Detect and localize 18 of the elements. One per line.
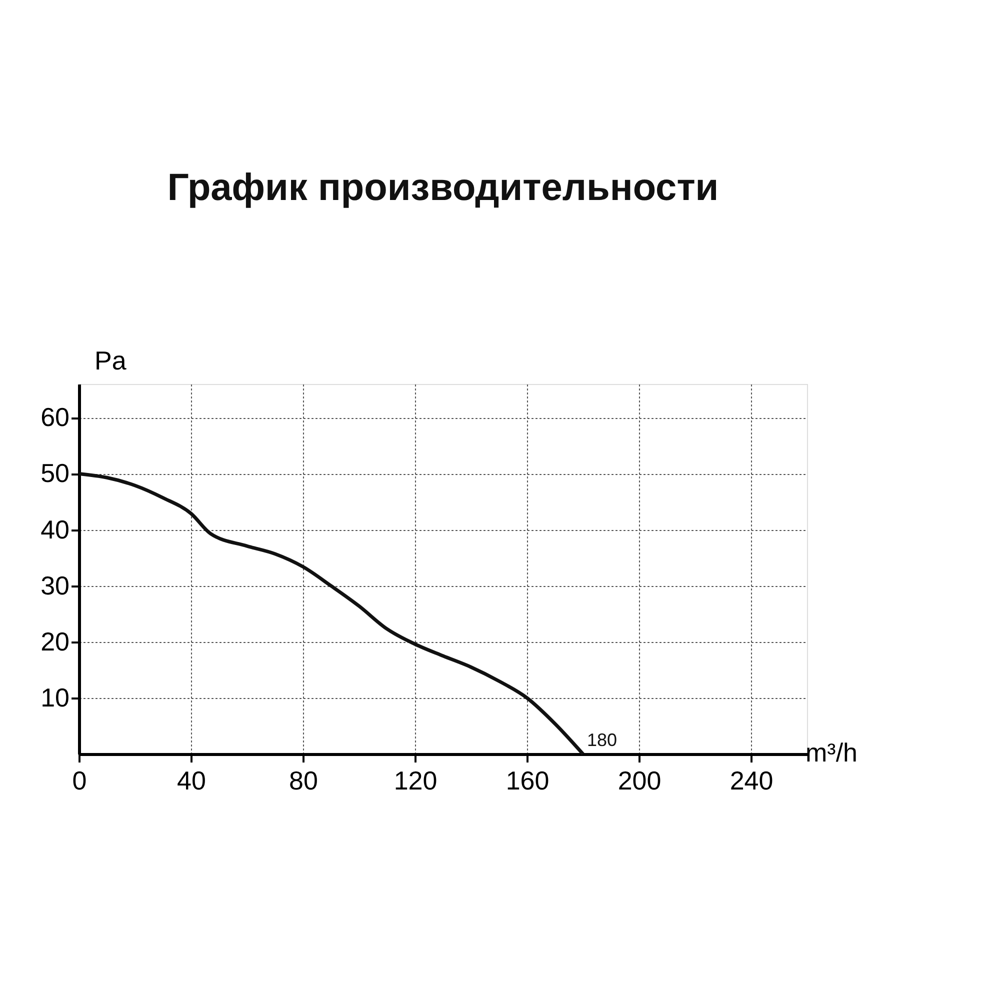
x-tick-label: 40: [177, 766, 206, 796]
y-tick-label: 40: [40, 514, 70, 544]
x-tick-label: 0: [72, 766, 87, 796]
x-tick-label: 160: [506, 766, 550, 796]
x-tick-label: 120: [394, 766, 438, 796]
x-tick-label: 200: [618, 766, 662, 796]
y-tick-label: 30: [40, 570, 70, 600]
annotation: 180: [587, 730, 618, 750]
x-tick-label: 240: [730, 766, 774, 796]
chart-title: График производительности: [167, 167, 719, 209]
line-series: [77, 472, 585, 756]
x-axis-title: m³/h: [806, 738, 858, 768]
x-tick-label: 80: [289, 766, 318, 796]
y-axis-title: Pa: [94, 346, 127, 376]
y-tick-label: 10: [40, 682, 70, 712]
y-tick-label: 60: [40, 402, 70, 432]
y-tick-label: 50: [40, 458, 70, 488]
y-tick-label: 20: [40, 626, 70, 656]
